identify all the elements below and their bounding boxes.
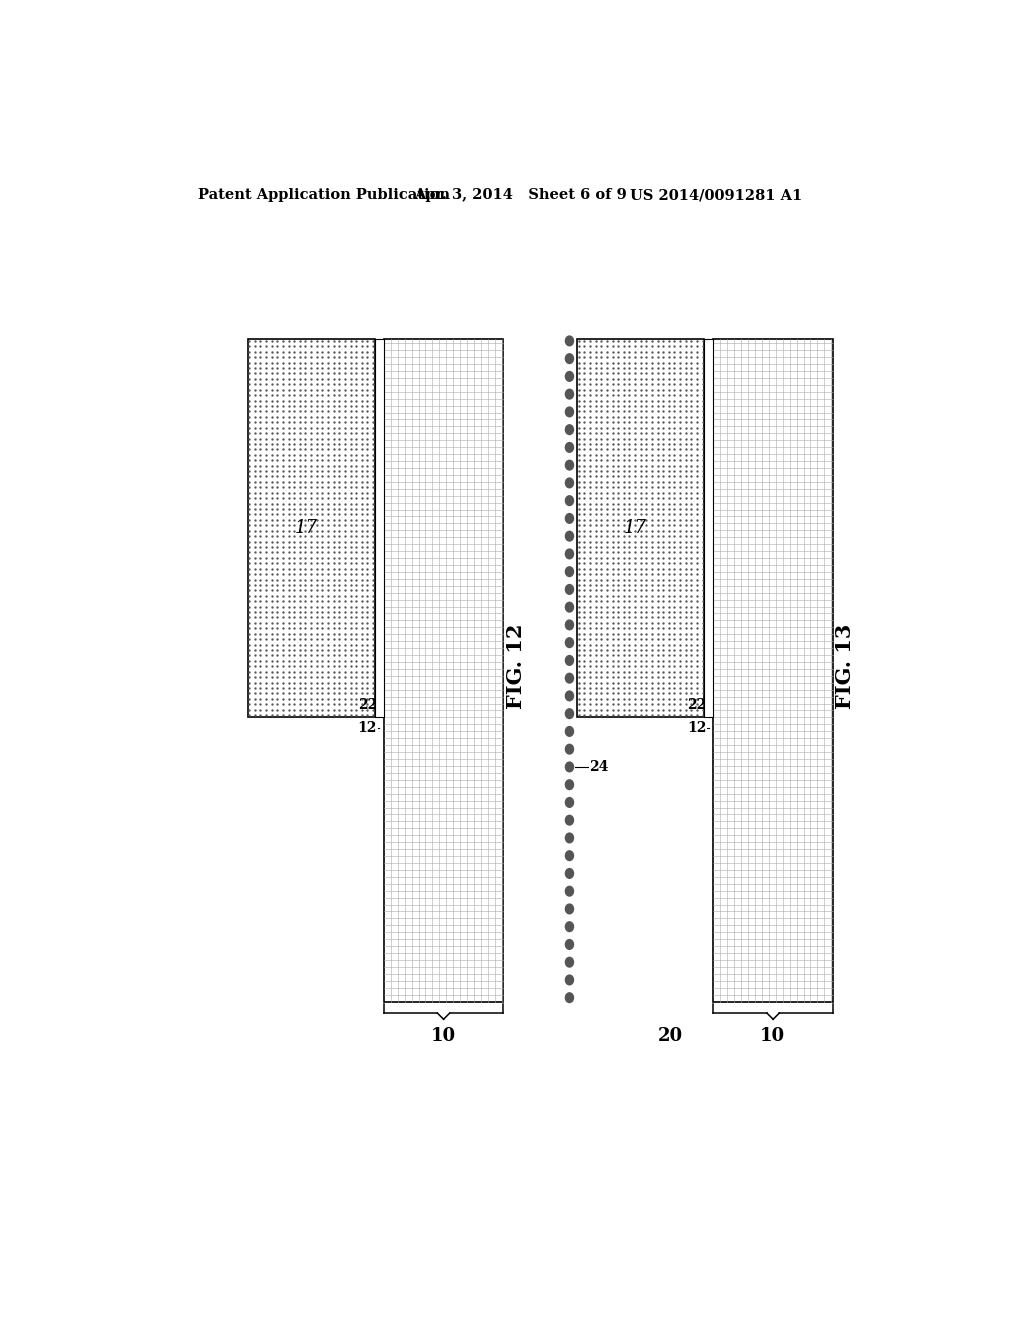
Ellipse shape [565,549,573,558]
Ellipse shape [565,673,573,682]
Ellipse shape [565,620,573,630]
Ellipse shape [565,816,573,825]
Text: 10: 10 [760,1027,785,1045]
Ellipse shape [565,602,573,612]
Ellipse shape [565,940,573,949]
Ellipse shape [565,425,573,434]
Text: 22: 22 [357,698,377,711]
Ellipse shape [565,407,573,417]
Ellipse shape [565,442,573,453]
Ellipse shape [565,744,573,754]
Ellipse shape [565,975,573,985]
Ellipse shape [565,957,573,968]
Text: FIG. 13: FIG. 13 [836,624,855,709]
Ellipse shape [565,656,573,665]
Ellipse shape [565,337,573,346]
Ellipse shape [565,709,573,718]
Ellipse shape [565,585,573,594]
Ellipse shape [565,904,573,913]
Text: 12: 12 [357,721,377,735]
Ellipse shape [565,797,573,808]
Text: Patent Application Publication: Patent Application Publication [199,189,451,202]
Ellipse shape [565,532,573,541]
Bar [375,339,384,717]
Ellipse shape [565,726,573,737]
Text: 10: 10 [431,1027,456,1045]
Ellipse shape [565,886,573,896]
Bar [714,339,833,1002]
Ellipse shape [565,762,573,772]
Ellipse shape [565,638,573,648]
Bar [578,339,705,717]
Text: 17: 17 [295,519,317,537]
Ellipse shape [565,513,573,523]
Text: Apr. 3, 2014   Sheet 6 of 9: Apr. 3, 2014 Sheet 6 of 9 [414,189,627,202]
Ellipse shape [565,354,573,363]
Ellipse shape [565,496,573,506]
Ellipse shape [565,692,573,701]
Ellipse shape [565,478,573,488]
Ellipse shape [565,833,573,842]
Ellipse shape [565,389,573,399]
Text: US 2014/0091281 A1: US 2014/0091281 A1 [630,189,802,202]
Text: 24: 24 [589,760,608,774]
Ellipse shape [565,461,573,470]
Text: 12: 12 [687,721,707,735]
Bar [248,339,375,717]
Bar [384,339,503,1002]
Text: 20: 20 [658,1027,683,1045]
Text: FIG. 12: FIG. 12 [506,624,525,709]
Text: 22: 22 [687,698,707,711]
Ellipse shape [565,921,573,932]
Bar [705,339,714,717]
Ellipse shape [565,851,573,861]
Ellipse shape [565,566,573,577]
Ellipse shape [565,371,573,381]
Text: 17: 17 [625,519,647,537]
Ellipse shape [565,993,573,1003]
Ellipse shape [565,780,573,789]
Ellipse shape [565,869,573,878]
